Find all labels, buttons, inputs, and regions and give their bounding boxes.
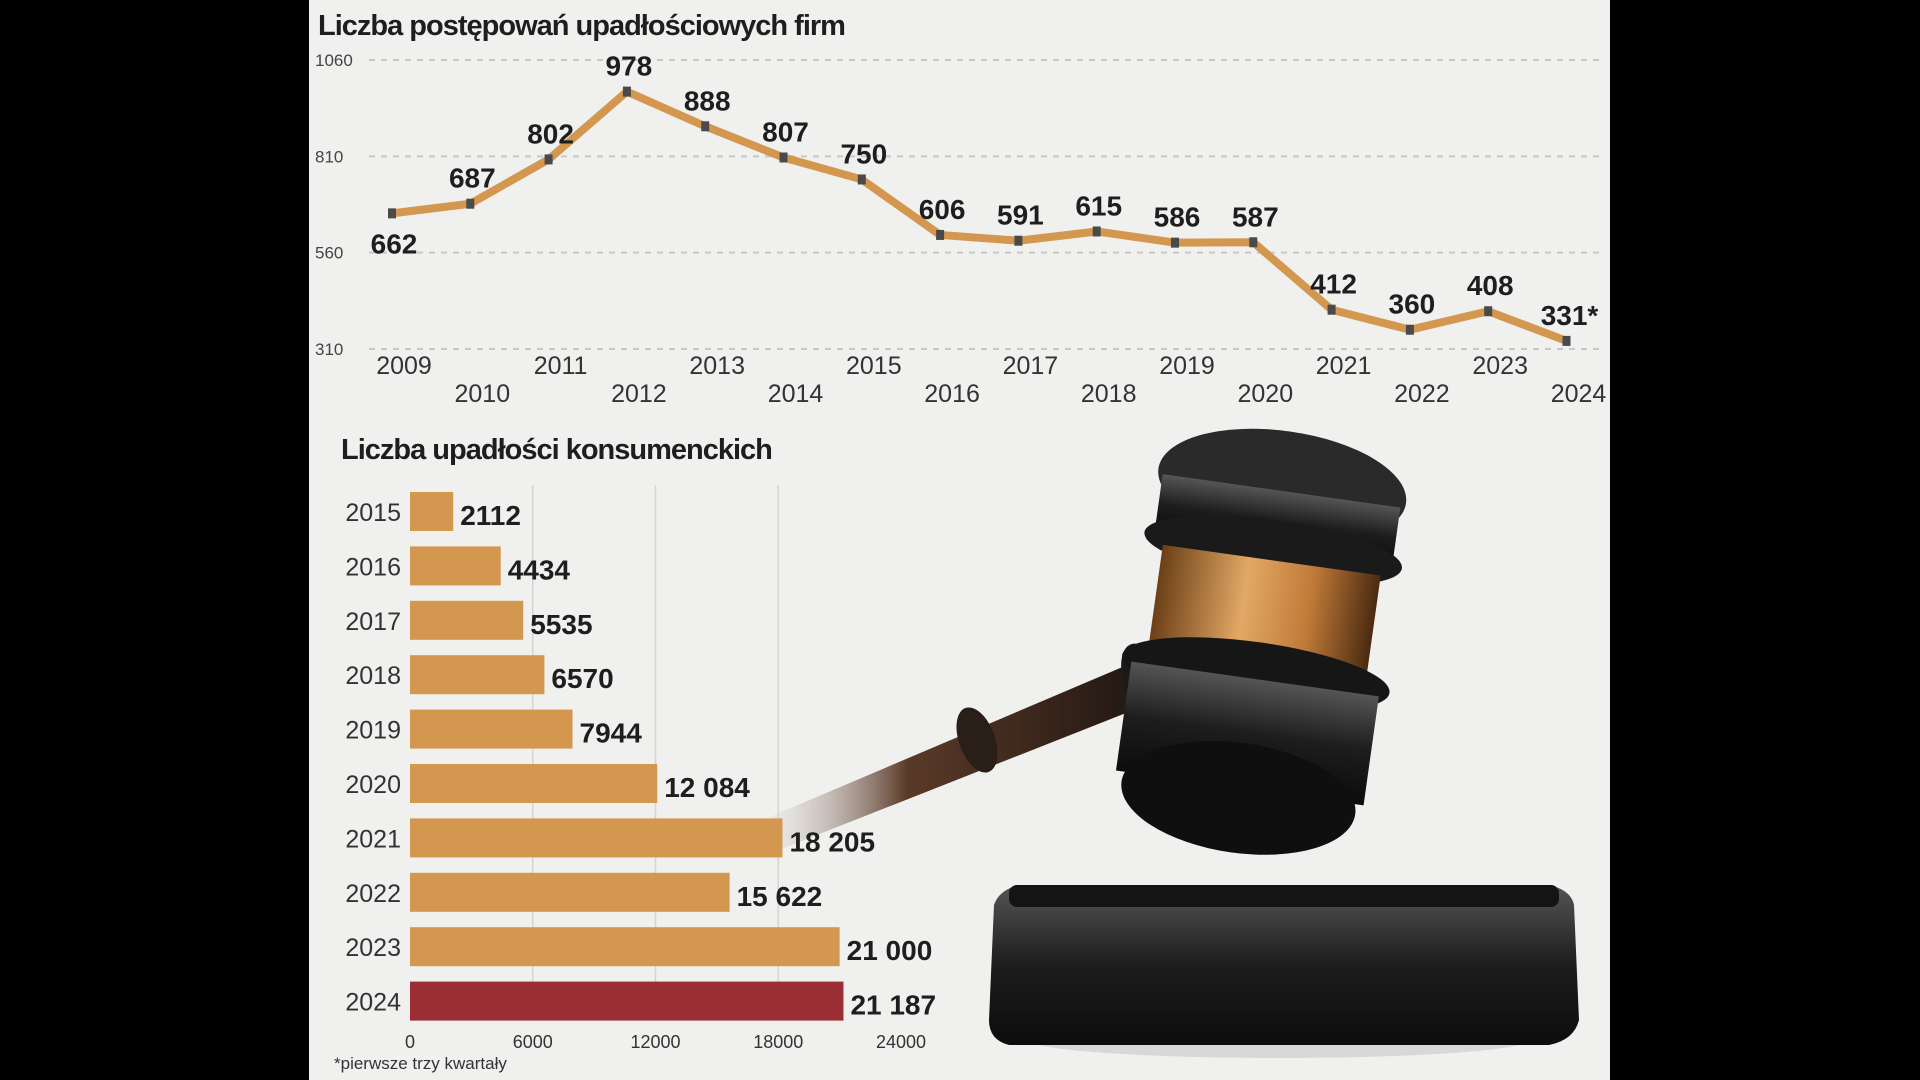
y-category-label: 2023 [345, 934, 401, 962]
data-point [857, 174, 866, 185]
bar-value-label: 5535 [530, 609, 592, 640]
data-label: 408 [1467, 270, 1514, 301]
x-tick-label: 12000 [630, 1032, 680, 1052]
bar-chart-title: Liczba upadłości konsumenckich [341, 434, 773, 466]
data-point [936, 229, 945, 240]
x-tick-label: 18000 [753, 1032, 803, 1052]
x-tick-label: 2022 [1394, 380, 1450, 408]
data-point [544, 154, 553, 165]
bar-value-label: 18 205 [789, 826, 875, 857]
data-label: 662 [371, 228, 418, 259]
line-series [391, 87, 1568, 345]
y-category-label: 2018 [345, 662, 401, 690]
x-tick-label: 2017 [1003, 352, 1059, 380]
data-point [1405, 324, 1414, 335]
bar-value-label: 2112 [460, 500, 521, 531]
x-tick-label: 2011 [534, 352, 588, 380]
x-tick-label: 2018 [1081, 380, 1137, 408]
y-category-label: 2022 [345, 880, 401, 908]
x-tick-label: 2014 [768, 380, 824, 408]
bar [410, 655, 545, 695]
x-tick-label: 2024 [1551, 380, 1607, 408]
data-label: 978 [606, 51, 653, 82]
x-tick-label: 0 [405, 1032, 415, 1052]
data-point [1484, 306, 1493, 317]
data-point [622, 86, 631, 97]
bar [410, 764, 658, 803]
bar [410, 872, 730, 912]
x-tick-label: 2010 [454, 380, 510, 408]
bar-value-label: 12 084 [664, 772, 750, 803]
bar [410, 927, 840, 967]
y-category-label: 2015 [345, 499, 401, 527]
y-category-label: 2019 [345, 717, 401, 745]
data-label: 331* [1541, 300, 1599, 331]
bar-value-label: 7944 [580, 718, 643, 749]
y-category-label: 2021 [345, 825, 401, 853]
data-point [701, 121, 710, 132]
bar-value-label: 15 622 [737, 881, 823, 912]
data-point [388, 208, 396, 219]
y-tick-label: 810 [315, 147, 343, 166]
data-point [1249, 237, 1258, 248]
bar-value-label: 21 187 [850, 990, 936, 1021]
x-tick-label: 6000 [513, 1032, 553, 1052]
x-tick-label: 2020 [1237, 380, 1293, 408]
x-tick-label: 24000 [876, 1032, 926, 1052]
bar [410, 709, 573, 749]
bar-value-label: 4434 [508, 554, 571, 585]
data-label: 360 [1389, 289, 1436, 320]
bar-value-label: 21 000 [847, 935, 933, 966]
data-label: 807 [762, 116, 809, 147]
data-label: 412 [1310, 269, 1357, 300]
data-point [466, 198, 475, 209]
bar [410, 492, 454, 531]
data-label: 591 [997, 200, 1044, 231]
data-label: 586 [1154, 202, 1201, 233]
x-tick-label: 2013 [689, 352, 745, 380]
line-chart-title: Liczba postępowań upadłościowych firm [318, 10, 846, 42]
bar [410, 981, 844, 1021]
line-chart: 1060 810 560 310 662 2009 687 2010 802 2011 978 201… [315, 51, 1607, 408]
data-point [1092, 226, 1101, 237]
y-category-label: 2017 [345, 608, 401, 636]
x-tick-label: 2019 [1159, 352, 1215, 380]
data-point [1562, 335, 1571, 346]
bar [410, 546, 501, 586]
data-point [1014, 235, 1023, 246]
bar-value-label: 6570 [551, 663, 613, 694]
data-label: 587 [1232, 201, 1279, 232]
x-tick-label: 2012 [611, 380, 667, 408]
y-category-label: 2020 [345, 771, 401, 799]
x-tick-label: 2009 [376, 352, 432, 380]
footnote: *pierwsze trzy kwartały [334, 1054, 507, 1073]
infographic-panel: Liczba postępowań upadłościowych firm Li… [309, 0, 1610, 1080]
y-category-label: 2016 [345, 553, 401, 581]
bar-chart: 0 6000 12000 18000 24000 2015 2112 2016 4434 2017… [345, 485, 936, 1052]
data-point [779, 152, 788, 163]
y-tick-label: 310 [315, 340, 343, 359]
y-category-label: 2024 [345, 989, 401, 1017]
x-tick-label: 2021 [1316, 352, 1372, 380]
x-tick-label: 2016 [924, 380, 980, 408]
bar [410, 818, 783, 858]
data-label: 687 [449, 163, 496, 194]
gavel-illustration [739, 428, 1579, 1058]
bar [410, 600, 524, 640]
y-tick-label: 560 [315, 244, 343, 263]
data-label: 606 [919, 194, 966, 225]
data-point [1327, 304, 1336, 315]
x-tick-label: 2015 [846, 352, 902, 380]
data-point [1171, 237, 1179, 248]
x-tick-label: 2023 [1472, 352, 1528, 380]
y-tick-label: 1060 [315, 51, 353, 70]
data-label: 888 [684, 85, 731, 116]
data-label: 750 [840, 138, 887, 169]
data-label: 615 [1075, 190, 1122, 221]
data-label: 802 [527, 118, 574, 149]
